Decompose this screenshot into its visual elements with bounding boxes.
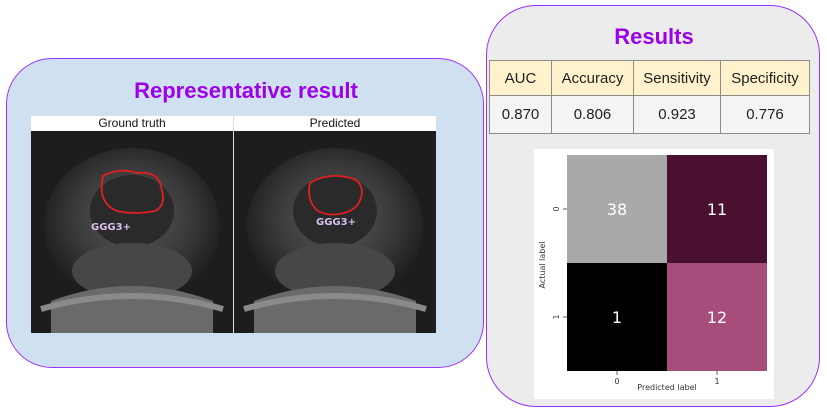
- metric-value-auc: 0.870: [489, 95, 552, 134]
- x-tick-label-1: 1: [714, 377, 719, 386]
- matrix-cell-1-1: [667, 263, 767, 371]
- left-panel-title: Representative result: [134, 78, 358, 103]
- metric-value-accuracy: 0.806: [551, 95, 634, 134]
- representative-result-panel: Representative result Ground truth GGG3+…: [6, 58, 484, 368]
- metric-header-auc: AUC: [489, 60, 552, 96]
- ground-truth-annotation: GGG3+: [91, 222, 131, 233]
- x-tick-label-0: 0: [614, 377, 619, 386]
- matrix-value-0-0: 38: [607, 200, 627, 219]
- ground-truth-contour: [100, 169, 164, 214]
- ground-truth-image: Ground truth GGG3+: [31, 116, 233, 333]
- matrix-cell-1-0: [567, 263, 667, 371]
- metric-value-specificity: 0.776: [720, 95, 810, 134]
- matrix-value-0-1: 11: [707, 200, 727, 219]
- x-axis-label: Predicted label: [637, 383, 696, 392]
- matrix-value-1-1: 12: [707, 308, 727, 327]
- metric-value-sensitivity: 0.923: [633, 95, 721, 134]
- results-panel: Results AUC Accuracy Sensitivity Specifi…: [486, 5, 820, 407]
- metric-header-sensitivity: Sensitivity: [633, 60, 721, 96]
- predicted-label: Predicted: [234, 116, 436, 131]
- predicted-image: Predicted GGG3+: [234, 116, 436, 333]
- right-panel-title: Results: [614, 24, 694, 49]
- predicted-mri: GGG3+: [234, 131, 436, 333]
- matrix-value-1-0: 1: [612, 308, 622, 327]
- y-tick-label-1: 1: [552, 314, 561, 319]
- y-axis-label: Actual label: [538, 242, 547, 289]
- ground-truth-mri: GGG3+: [31, 131, 233, 333]
- matrix-cell-0-0: [567, 155, 667, 263]
- metrics-value-row: 0.870 0.806 0.923 0.776: [489, 95, 810, 134]
- metric-header-specificity: Specificity: [720, 60, 810, 96]
- ground-truth-label: Ground truth: [31, 116, 233, 131]
- predicted-annotation: GGG3+: [316, 217, 356, 228]
- confusion-matrix-chart: 38 111 12 0 101 Predicted label Actual labe…: [538, 155, 767, 392]
- metrics-header-row: AUC Accuracy Sensitivity Specificity: [489, 60, 810, 96]
- y-tick-label-0: 0: [552, 206, 561, 211]
- predicted-contour: [308, 174, 363, 216]
- metric-header-accuracy: Accuracy: [551, 60, 634, 96]
- matrix-cell-0-1: [667, 155, 767, 263]
- metrics-table: AUC Accuracy Sensitivity Specificity 0.8…: [489, 60, 810, 134]
